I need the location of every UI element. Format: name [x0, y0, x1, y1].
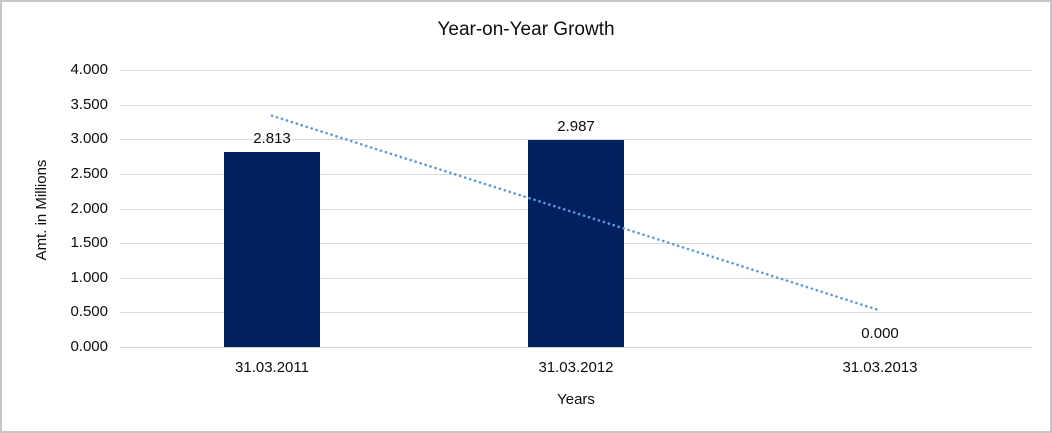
x-axis-line	[120, 347, 1032, 348]
y-tick-label: 0.500	[70, 303, 108, 320]
y-tick-label: 2.000	[70, 200, 108, 217]
x-tick-label: 31.03.2011	[235, 359, 309, 376]
data-label: 2.987	[557, 118, 595, 135]
y-tick-label: 3.000	[70, 130, 108, 147]
data-label: 2.813	[253, 130, 291, 147]
y-tick-label: 1.500	[70, 234, 108, 251]
y-tick-label: 0.000	[70, 338, 108, 355]
bar	[528, 140, 624, 347]
y-tick-label: 3.500	[70, 96, 108, 113]
y-tick-label: 2.500	[70, 165, 108, 182]
x-axis-title: Years	[557, 391, 595, 408]
gridline	[120, 105, 1032, 106]
x-tick-label: 31.03.2013	[842, 359, 918, 376]
bar	[224, 152, 320, 347]
data-label: 0.000	[861, 325, 899, 342]
x-tick-label: 31.03.2012	[538, 359, 614, 376]
y-tick-label: 4.000	[70, 61, 108, 78]
chart-title: Year-on-Year Growth	[437, 19, 615, 40]
y-tick-label: 1.000	[70, 269, 108, 286]
gridline	[120, 70, 1032, 71]
